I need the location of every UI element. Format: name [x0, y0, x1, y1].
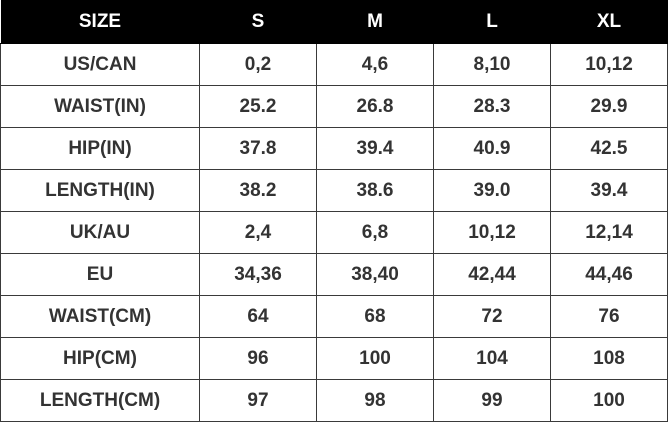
- table-cell: 99: [433, 379, 551, 422]
- table-cell: 39.4: [550, 169, 668, 212]
- row-label: EU: [0, 253, 200, 296]
- table-cell: 6,8: [316, 211, 434, 254]
- table-cell: 34,36: [199, 253, 317, 296]
- header-m: M: [316, 0, 434, 44]
- table-cell: 25.2: [199, 85, 317, 128]
- table-row: LENGTH(IN) 38.2 38.6 39.0 39.4: [0, 169, 668, 212]
- table-cell: 10,12: [433, 211, 551, 254]
- row-label: LENGTH(CM): [0, 379, 200, 422]
- table-cell: 2,4: [199, 211, 317, 254]
- table-row: HIP(IN) 37.8 39.4 40.9 42.5: [0, 127, 668, 170]
- size-chart-body: US/CAN 0,2 4,6 8,10 10,12 WAIST(IN) 25.2…: [0, 43, 668, 422]
- table-cell: 10,12: [550, 43, 668, 86]
- row-label: HIP(IN): [0, 127, 200, 170]
- table-cell: 38.2: [199, 169, 317, 212]
- table-cell: 97: [199, 379, 317, 422]
- table-cell: 0,2: [199, 43, 317, 86]
- table-cell: 38,40: [316, 253, 434, 296]
- table-cell: 37.8: [199, 127, 317, 170]
- table-row: UK/AU 2,4 6,8 10,12 12,14: [0, 211, 668, 254]
- table-cell: 42,44: [433, 253, 551, 296]
- header-s: S: [199, 0, 317, 44]
- table-row: EU 34,36 38,40 42,44 44,46: [0, 253, 668, 296]
- table-cell: 68: [316, 295, 434, 338]
- table-cell: 44,46: [550, 253, 668, 296]
- row-label: US/CAN: [0, 43, 200, 86]
- table-cell: 100: [316, 337, 434, 380]
- header-row: SIZE S M L XL: [0, 0, 668, 44]
- size-chart-header: SIZE S M L XL: [0, 0, 668, 44]
- header-xl: XL: [550, 0, 668, 44]
- table-row: US/CAN 0,2 4,6 8,10 10,12: [0, 43, 668, 86]
- header-l: L: [433, 0, 551, 44]
- table-cell: 8,10: [433, 43, 551, 86]
- row-label: HIP(CM): [0, 337, 200, 380]
- table-cell: 100: [550, 379, 668, 422]
- table-cell: 29.9: [550, 85, 668, 128]
- table-row: HIP(CM) 96 100 104 108: [0, 337, 668, 380]
- table-cell: 104: [433, 337, 551, 380]
- table-cell: 12,14: [550, 211, 668, 254]
- table-row: WAIST(IN) 25.2 26.8 28.3 29.9: [0, 85, 668, 128]
- table-row: LENGTH(CM) 97 98 99 100: [0, 379, 668, 422]
- table-cell: 28.3: [433, 85, 551, 128]
- row-label: UK/AU: [0, 211, 200, 254]
- header-size: SIZE: [0, 0, 200, 44]
- table-cell: 42.5: [550, 127, 668, 170]
- table-cell: 39.0: [433, 169, 551, 212]
- table-cell: 64: [199, 295, 317, 338]
- table-cell: 108: [550, 337, 668, 380]
- table-cell: 72: [433, 295, 551, 338]
- table-cell: 96: [199, 337, 317, 380]
- row-label: WAIST(CM): [0, 295, 200, 338]
- table-row: WAIST(CM) 64 68 72 76: [0, 295, 668, 338]
- table-cell: 98: [316, 379, 434, 422]
- table-cell: 38.6: [316, 169, 434, 212]
- table-cell: 40.9: [433, 127, 551, 170]
- row-label: WAIST(IN): [0, 85, 200, 128]
- row-label: LENGTH(IN): [0, 169, 200, 212]
- table-cell: 76: [550, 295, 668, 338]
- table-cell: 39.4: [316, 127, 434, 170]
- table-cell: 26.8: [316, 85, 434, 128]
- table-cell: 4,6: [316, 43, 434, 86]
